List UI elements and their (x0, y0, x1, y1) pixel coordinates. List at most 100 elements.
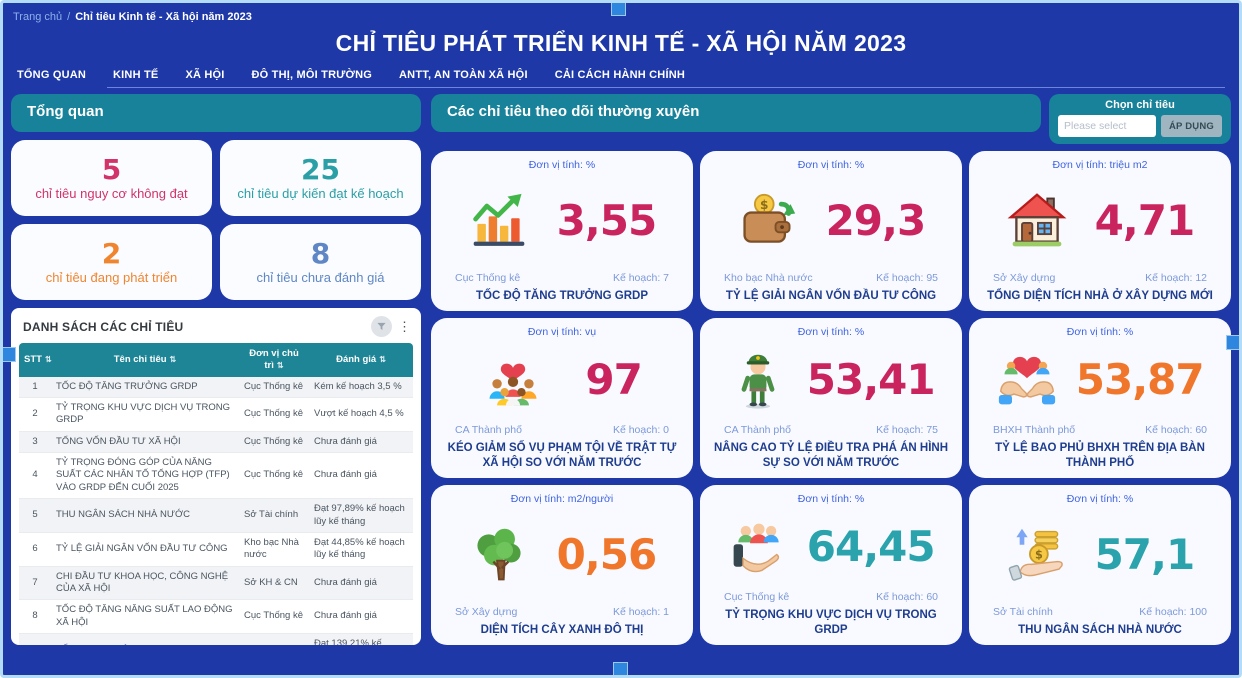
people-heart-icon (482, 349, 544, 411)
filter-icon[interactable] (371, 316, 392, 337)
cell-name: TỶ TRỌNG ĐÓNG GÓP CỦA NĂNG SUẤT CÁC NHÂN… (51, 452, 239, 500)
card-title: NÂNG CAO TỶ LỆ ĐIỀU TRA PHÁ ÁN HÌNH SỰ S… (713, 442, 949, 470)
overview-stat-card[interactable]: 2 chỉ tiêu đang phát triển (11, 224, 212, 300)
overview-stat-card[interactable]: 5 chỉ tiêu nguy cơ không đạt (11, 140, 212, 216)
sort-icon[interactable]: ⇅ (276, 360, 284, 370)
card-body: 4,71 (979, 171, 1221, 270)
cell-stt: 7 (19, 566, 51, 601)
card-plan: Kế hoạch: 60 (1145, 424, 1207, 437)
card-unit: Đơn vị tính: % (797, 493, 865, 505)
card-title: TỶ LỆ BAO PHỦ BHXH TRÊN ĐỊA BÀN THÀNH PH… (995, 442, 1205, 470)
top-bar: Trang chủ / Chỉ tiêu Kinh tế - Xã hội năm … (3, 3, 1239, 88)
cell-eval: Chưa đánh giá (309, 566, 413, 601)
table-row[interactable]: 1 TỐC ĐỘ TĂNG TRƯỞNG GRDP Cục Thống kê Kém … (19, 376, 413, 399)
table-row[interactable]: 5 THU NGÂN SÁCH NHÀ NƯỚC Sở Tài chính Đạt 9… (19, 498, 413, 533)
column-header-3: Đơn vị chủ trì ⇅ (239, 343, 309, 377)
metric-card[interactable]: Đơn vị tính: % $29,3 Kho bạc Nhà nước Kế ho… (700, 151, 962, 311)
column-header-4: Đánh giá ⇅ (309, 343, 413, 377)
breadcrumb-home[interactable]: Trang chủ (13, 11, 63, 23)
card-plan: Kế hoạch: 100 (1139, 606, 1207, 618)
metric-card[interactable]: Đơn vị tính: vụ 97 CA Thành phố Kế hoạch: 0… (431, 318, 693, 478)
metric-card[interactable]: Đơn vị tính: % 3,55 Cục Thống kê Kế hoạch: … (431, 151, 693, 311)
table-row[interactable]: 2 TỶ TRỌNG KHU VỰC DỊCH VỤ TRONG GRDP Cục … (19, 397, 413, 432)
card-title: DIỆN TÍCH CÂY XANH ĐÔ THỊ (480, 624, 644, 636)
cell-eval: Chưa đánh giá (309, 431, 413, 454)
table-row[interactable]: 4 TỶ TRỌNG ĐÓNG GÓP CỦA NĂNG SUẤT CÁC NHÂ… (19, 452, 413, 500)
cell-eval: Vượt kế hoạch 4,5 % (309, 397, 413, 432)
cell-org: Cục Thống kê (239, 376, 309, 399)
card-body: 3,55 (441, 171, 683, 270)
indicator-select-input[interactable] (1058, 115, 1156, 137)
sort-icon[interactable]: ⇅ (44, 354, 52, 364)
overview-column: Tổng quan 5 chỉ tiêu nguy cơ không đạt 25 c… (11, 94, 421, 645)
page-title: CHỈ TIÊU PHÁT TRIỂN KINH TẾ - XÃ HỘI NĂM… (335, 30, 907, 56)
card-meta: Sở Xây dựng Kế hoạch: 12 (979, 272, 1221, 284)
selection-handle-right[interactable] (1226, 335, 1239, 350)
card-meta: Sở Tài chính Kế hoạch: 100 (979, 606, 1221, 618)
main-content: Tổng quan 5 chỉ tiêu nguy cơ không đạt 25 c… (3, 88, 1239, 645)
overview-stat-card[interactable]: 8 chỉ tiêu chưa đánh giá (220, 224, 421, 300)
tab-1[interactable]: TỔNG QUAN (17, 69, 87, 81)
monitor-column: Các chỉ tiêu theo dõi thường xuyên Chọn … (431, 94, 1231, 645)
selection-handle-left[interactable] (3, 347, 16, 362)
card-unit: Đơn vị tính: % (528, 159, 596, 171)
table-row[interactable]: 6 TỶ LỆ GIẢI NGÂN VỐN ĐẦU TƯ CÔNG Kho bạc … (19, 532, 413, 567)
metric-cards-grid: Đơn vị tính: % 3,55 Cục Thống kê Kế hoạch: … (431, 151, 1231, 645)
monitor-header-row: Các chỉ tiêu theo dõi thường xuyên Chọn … (431, 94, 1231, 144)
overview-stat-card[interactable]: 25 chỉ tiêu dự kiến đạt kế hoạch (220, 140, 421, 216)
tab-3[interactable]: XÃ HỘI (185, 69, 225, 81)
table-row[interactable]: 3 TỔNG VỐN ĐẦU TƯ XÃ HỘI Cục Thống kê Chưa … (19, 431, 413, 454)
table-actions: ⋮ (371, 316, 411, 337)
card-title: TỔNG DIỆN TÍCH NHÀ Ở XÂY DỰNG MỚI (987, 290, 1213, 302)
card-title: KÉO GIẢM SỐ VỤ PHẠM TỘI VỀ TRẬT TỰ XÃ HỘ… (447, 442, 677, 470)
metric-card[interactable]: Đơn vị tính: triệu m2 4,71 Sở Xây dựng Kế h… (969, 151, 1231, 311)
card-org: Kho bạc Nhà nước (724, 272, 813, 284)
cell-name: TỔNG VỐN ĐẦU TƯ XÃ HỘI (51, 431, 239, 454)
card-title: TỶ LỆ GIẢI NGÂN VỐN ĐẦU TƯ CÔNG (725, 290, 937, 302)
cell-eval: Kém kế hoạch 3,5 % (309, 376, 413, 399)
card-plan: Kế hoạch: 7 (612, 272, 669, 284)
tab-5[interactable]: ANTT, AN TOÀN XÃ HỘI (399, 69, 528, 81)
metric-card[interactable]: Đơn vị tính: % $57,1 Sở Tài chính Kế hoạch:… (969, 485, 1231, 645)
sort-icon[interactable]: ⇅ (379, 354, 386, 364)
metric-card[interactable]: Đơn vị tính: m2/người 0,56 Sở Xây dựng Kế h… (431, 485, 693, 645)
table-row[interactable]: 7 CHI ĐẦU TƯ KHOA HỌC, CÔNG NGHỆ CỦA XÃ H… (19, 566, 413, 601)
card-title: TỐC ĐỘ TĂNG TRƯỞNG GRDP (475, 290, 649, 302)
tab-2[interactable]: KINH TẾ (113, 69, 159, 81)
overview-stats: 5 chỉ tiêu nguy cơ không đạt 25 chỉ tiêu dự… (11, 140, 421, 300)
card-org: Sở Tài chính (993, 606, 1053, 618)
cell-org: Sở KH & CN (239, 566, 309, 601)
kebab-menu-icon[interactable]: ⋮ (398, 319, 411, 334)
card-unit: Đơn vị tính: % (797, 159, 865, 171)
selection-handle-top[interactable] (611, 3, 626, 16)
metric-card[interactable]: Đơn vị tính: % 53,87 BHXH Thành phố Kế hoạc… (969, 318, 1231, 478)
cell-name: TỐC ĐỘ TĂNG NĂNG SUẤT LAO ĐỘNG XÃ HỘI (51, 599, 239, 634)
tab-4[interactable]: ĐÔ THỊ, MÔI TRƯỜNG (251, 69, 373, 81)
cell-eval: Đạt 97,89% kế hoạch lũy kế tháng (309, 498, 413, 533)
tab-6[interactable]: CẢI CÁCH HÀNH CHÍNH (554, 69, 685, 81)
apply-button[interactable]: ÁP DỤNG (1160, 115, 1222, 137)
table-row[interactable]: 8 TỐC ĐỘ TĂNG NĂNG SUẤT LAO ĐỘNG XÃ HỘI Cụ… (19, 599, 413, 634)
cell-name: CHI ĐẦU TƯ KHOA HỌC, CÔNG NGHỆ CỦA XÃ HỘ… (51, 566, 239, 601)
table-row[interactable]: 9TỔNG THU NGÀNH DU LỊCHSở Du lịchĐạt 139… (19, 633, 413, 645)
card-meta: BHXH Thành phố Kế hoạch: 60 (979, 424, 1221, 436)
tab-underline (107, 87, 1225, 88)
sort-icon[interactable]: ⇅ (169, 354, 177, 364)
monitor-header: Các chỉ tiêu theo dõi thường xuyên (431, 94, 1041, 132)
selection-handle-bottom[interactable] (613, 662, 628, 675)
card-title: THU NGÂN SÁCH NHÀ NƯỚC (1018, 624, 1182, 636)
card-org: BHXH Thành phố (993, 424, 1076, 437)
metric-card[interactable]: Đơn vị tính: % 53,41 CA Thành phố Kế hoạch:… (700, 318, 962, 478)
cell-name: TỶ LỆ GIẢI NGÂN VỐN ĐẦU TƯ CÔNG (51, 532, 239, 567)
card-value: 53,87 (1075, 355, 1205, 405)
indicator-table: STT ⇅ Tên chỉ tiêu ⇅ Đơn vị chủ trì ⇅ Đánh giá… (19, 343, 413, 645)
cell-org: Sở Tài chính (239, 498, 309, 533)
card-org: Cục Thống kê (724, 591, 790, 604)
metric-card[interactable]: Đơn vị tính: % 64,45 Cục Thống kê Kế hoạch:… (700, 485, 962, 645)
card-meta: Sở Xây dựng Kế hoạch: 1 (441, 606, 683, 618)
cell-eval: Chưa đánh giá (309, 452, 413, 500)
indicator-table-panel: DANH SÁCH CÁC CHỈ TIÊU ⋮ STT ⇅ Tên chỉ tiê… (11, 308, 421, 645)
card-body: 97 (441, 338, 683, 422)
cell-org: Cục Thống kê (239, 452, 309, 500)
